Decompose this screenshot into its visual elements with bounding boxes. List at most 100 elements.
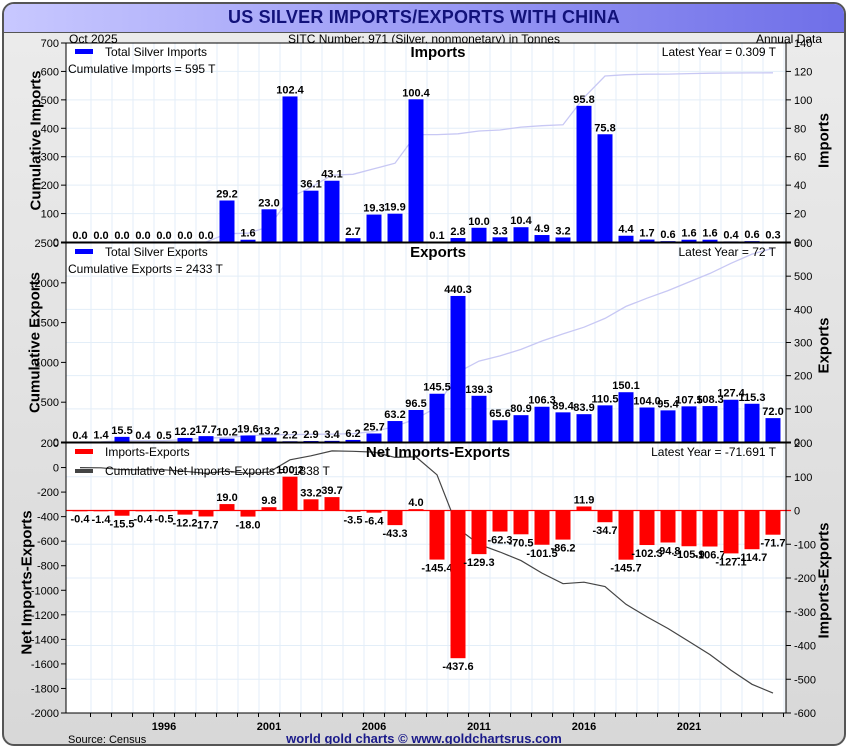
panel-title: Imports xyxy=(410,44,465,61)
bar-value-label: 0.0 xyxy=(72,230,87,242)
bar-value-label: 0.0 xyxy=(198,230,213,242)
bar xyxy=(261,507,277,511)
bar-value-label: -437.6 xyxy=(442,661,473,673)
y-tick-label-right: 200 xyxy=(794,371,812,383)
bar-value-label: 1.6 xyxy=(702,228,717,240)
bar-value-label: -17.7 xyxy=(193,519,218,531)
bar xyxy=(765,418,781,442)
bar-value-label: 36.1 xyxy=(300,179,321,191)
bar-value-label: -102.3 xyxy=(631,548,662,560)
bar-value-label: 95.8 xyxy=(573,94,594,106)
bar xyxy=(114,436,130,442)
bar-value-label: 9.8 xyxy=(261,495,276,507)
y-tick-label-left: 0 xyxy=(53,237,59,249)
plot-border xyxy=(65,42,787,243)
bar xyxy=(177,510,193,515)
bar-value-label: -129.3 xyxy=(463,557,494,569)
bar-value-label: 39.7 xyxy=(321,485,342,497)
credit-link[interactable]: world gold charts © www.goldchartsrus.co… xyxy=(286,731,562,746)
bar-value-label: 0.0 xyxy=(93,230,108,242)
y-tick-label-left: 100 xyxy=(41,209,59,221)
bar-value-label: -15.5 xyxy=(109,519,134,531)
bar-value-label: 89.4 xyxy=(552,400,574,412)
y-tick-label-right: 120 xyxy=(794,66,812,78)
bar-value-label: 4.9 xyxy=(534,223,549,235)
bar-value-label: 0.6 xyxy=(660,229,675,241)
y-tick-label-left: 1500 xyxy=(35,318,59,330)
bar-value-label: -1.4 xyxy=(92,514,112,526)
bar-value-label: 100.2 xyxy=(276,465,304,477)
bar-value-label: 17.7 xyxy=(195,424,216,436)
bar xyxy=(744,403,760,442)
bar xyxy=(408,99,424,242)
bar-value-label: 80.9 xyxy=(510,403,531,415)
legend-label: Total Silver Exports xyxy=(105,245,208,259)
y-tick-label-left: 200 xyxy=(41,438,59,450)
source-label: Source: Census xyxy=(68,734,147,746)
y-tick-label-right: -400 xyxy=(794,641,816,653)
bar xyxy=(576,506,592,511)
bar-value-label: 0.5 xyxy=(156,430,171,442)
bar xyxy=(576,105,592,242)
x-tick-label: 2021 xyxy=(677,721,701,733)
bar-value-label: 43.1 xyxy=(321,169,342,181)
bar-value-label: -114.7 xyxy=(737,552,768,564)
y-tick-label-right: 100 xyxy=(794,404,812,416)
bar xyxy=(72,510,88,512)
bar-value-label: 10.4 xyxy=(510,215,532,227)
legend-line-label: Cumulative Net Imports-Exports = -1838 T xyxy=(105,464,331,478)
panel-title: Net Imports-Exports xyxy=(366,444,510,461)
bar-value-label: 10.2 xyxy=(216,427,237,439)
bar xyxy=(555,510,571,540)
bar-value-label: 0.4 xyxy=(723,229,739,241)
bar xyxy=(513,415,529,442)
bar xyxy=(366,214,382,242)
bar xyxy=(597,134,613,242)
bar xyxy=(156,510,172,512)
bar xyxy=(471,395,487,442)
bar-value-label: 2.9 xyxy=(303,429,318,441)
bar-value-label: 63.2 xyxy=(384,409,405,421)
bar-value-label: 100.4 xyxy=(402,87,430,99)
bar xyxy=(681,406,697,442)
annotation-cumulative: Cumulative Exports = 2433 T xyxy=(68,262,224,276)
bar xyxy=(702,406,718,442)
cumulative-line xyxy=(79,247,774,443)
bar xyxy=(282,96,298,243)
bar xyxy=(366,510,382,513)
bar-value-label: -94.8 xyxy=(655,545,680,557)
bar-value-label: 0.4 xyxy=(72,430,88,442)
bar xyxy=(93,510,109,512)
legend-swatch-bar xyxy=(75,49,93,54)
y-tick-label-left: -200 xyxy=(37,487,59,499)
bar xyxy=(219,200,235,242)
bar xyxy=(534,235,550,242)
bar-value-label: 150.1 xyxy=(612,380,640,392)
x-tick-label: 2006 xyxy=(362,721,386,733)
bar xyxy=(702,510,718,547)
bar xyxy=(324,180,340,242)
bar xyxy=(492,237,508,242)
y-tick-label-left: -1400 xyxy=(31,634,59,646)
bar xyxy=(240,239,256,242)
bar-value-label: -6.4 xyxy=(365,516,385,528)
bar-value-label: 4.0 xyxy=(408,497,423,509)
y-tick-label-right: -200 xyxy=(794,573,816,585)
bar-value-label: 96.5 xyxy=(405,398,426,410)
bar xyxy=(303,190,319,242)
y-tick-label-right: 100 xyxy=(794,472,812,484)
bar xyxy=(597,510,613,523)
y-tick-label-right: 60 xyxy=(794,152,806,164)
bar-value-label: 107.5 xyxy=(675,394,703,406)
bar xyxy=(366,433,382,442)
bar-value-label: 106.3 xyxy=(528,395,556,407)
y-tick-label-right: -300 xyxy=(794,607,816,619)
bar xyxy=(534,510,550,545)
y-tick-label-left: 2500 xyxy=(35,238,59,250)
bar-value-label: -43.3 xyxy=(382,528,407,540)
bar xyxy=(492,420,508,442)
y-tick-label-left: -1200 xyxy=(31,610,59,622)
bar xyxy=(723,399,739,442)
bar-value-label: 15.5 xyxy=(111,425,132,437)
